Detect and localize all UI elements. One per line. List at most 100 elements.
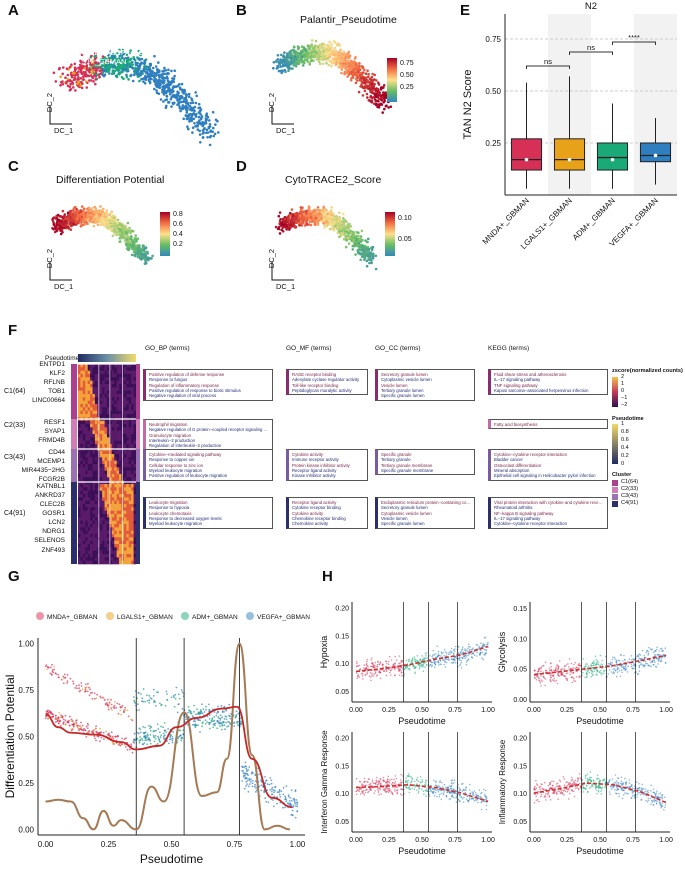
heatmap-cell — [128, 367, 132, 371]
umap-point — [331, 62, 334, 65]
heatmap-cell — [92, 534, 96, 538]
umap-point — [150, 77, 153, 81]
heatmap-cell — [116, 520, 120, 525]
signif-bracket — [569, 51, 613, 55]
umap-point — [198, 129, 201, 133]
heatmap-cell — [104, 407, 108, 411]
heatmap-cell — [116, 377, 120, 381]
heatmap-cell — [85, 530, 88, 535]
heatmap-cell — [114, 424, 117, 428]
umap-point — [307, 205, 311, 208]
y-axis-label: TAN N2 Score — [462, 69, 474, 139]
umap-point — [294, 58, 297, 61]
heatmap-cell — [131, 494, 134, 498]
heatmap-cell — [116, 497, 120, 501]
heatmap-cell — [114, 537, 117, 541]
heatmap-cell — [111, 370, 115, 375]
heatmap-cell — [90, 404, 93, 408]
umap-point — [139, 52, 143, 56]
umap-point — [350, 235, 354, 239]
umap-point — [146, 252, 149, 255]
heatmap-cell — [80, 504, 84, 508]
umap-point — [167, 68, 170, 72]
heatmap-cell — [94, 397, 98, 401]
umap-point — [367, 99, 371, 102]
umap-point — [128, 65, 132, 69]
heatmap-cell — [87, 477, 91, 481]
umap-point — [194, 91, 197, 94]
heatmap-cell — [126, 517, 130, 521]
umap-point — [276, 64, 279, 68]
umap-point — [353, 60, 356, 64]
heatmap-cell — [87, 427, 91, 431]
heatmap-cell — [126, 397, 130, 401]
umap-point — [59, 232, 63, 236]
heatmap-cell — [78, 424, 81, 428]
umap-point — [297, 55, 300, 59]
umap-points — [52, 48, 220, 147]
heatmap-cell — [133, 410, 137, 415]
heatmap-cell — [128, 364, 132, 368]
heatmap-cell — [92, 450, 96, 455]
heatmap-cell — [114, 390, 117, 395]
umap-point — [166, 71, 169, 75]
heatmap-cell — [80, 524, 84, 528]
umap-point — [342, 227, 346, 230]
umap-point — [116, 52, 119, 55]
heatmap-cell — [102, 434, 105, 438]
umap-point — [85, 86, 89, 89]
umap-point — [323, 226, 326, 229]
umap-point — [98, 215, 101, 218]
heatmap-cell — [131, 484, 134, 488]
umap-point — [278, 232, 282, 235]
umap-point — [354, 81, 358, 85]
heatmap-cell — [99, 527, 103, 531]
heatmap-cell — [104, 394, 108, 398]
heatmap-cell — [80, 370, 84, 375]
heatmap-cell — [80, 487, 84, 491]
heatmap-cell — [85, 400, 88, 405]
heatmap-cell — [90, 367, 93, 371]
umap-point — [162, 72, 165, 76]
heatmap-cell — [102, 484, 105, 488]
umap-point — [303, 55, 307, 59]
heatmap-cell — [102, 367, 105, 371]
heatmap-cell — [99, 520, 103, 525]
heatmap-cell — [102, 470, 105, 475]
heatmap-cell — [116, 374, 120, 378]
umap-point — [204, 121, 208, 125]
umap-point — [137, 49, 141, 53]
heatmap-cell — [87, 370, 91, 375]
umap-point — [103, 215, 107, 218]
umap-point — [110, 220, 113, 223]
umap-point — [164, 91, 168, 95]
umap-point — [98, 66, 101, 69]
umap-point — [151, 74, 155, 77]
umap-point — [90, 219, 94, 222]
heatmap-cell — [90, 437, 93, 441]
umap-point — [288, 53, 291, 56]
heatmap-cell — [102, 500, 105, 505]
umap-point — [69, 87, 73, 91]
heatmap-cell — [114, 384, 117, 388]
heatmap-cell — [104, 470, 108, 475]
heatmap-cell — [107, 507, 110, 511]
heatmap-cell — [92, 407, 96, 411]
heatmap-cell — [78, 414, 81, 418]
heatmap-cell — [133, 420, 137, 425]
umap-point — [316, 57, 319, 61]
umap-point — [72, 86, 75, 89]
umap-point — [118, 227, 121, 231]
heatmap-cell — [109, 450, 113, 455]
umap-point — [338, 44, 341, 47]
heatmap-cell — [114, 514, 117, 518]
heatmap-cell — [123, 470, 127, 475]
heatmap-cell — [92, 477, 96, 481]
heatmap-cell — [94, 390, 98, 395]
umap-point — [64, 217, 67, 220]
heatmap-cell — [128, 477, 132, 481]
heatmap-cell — [114, 490, 117, 495]
umap-point — [191, 101, 195, 105]
heatmap-cell — [128, 507, 132, 511]
umap-point — [79, 210, 82, 214]
